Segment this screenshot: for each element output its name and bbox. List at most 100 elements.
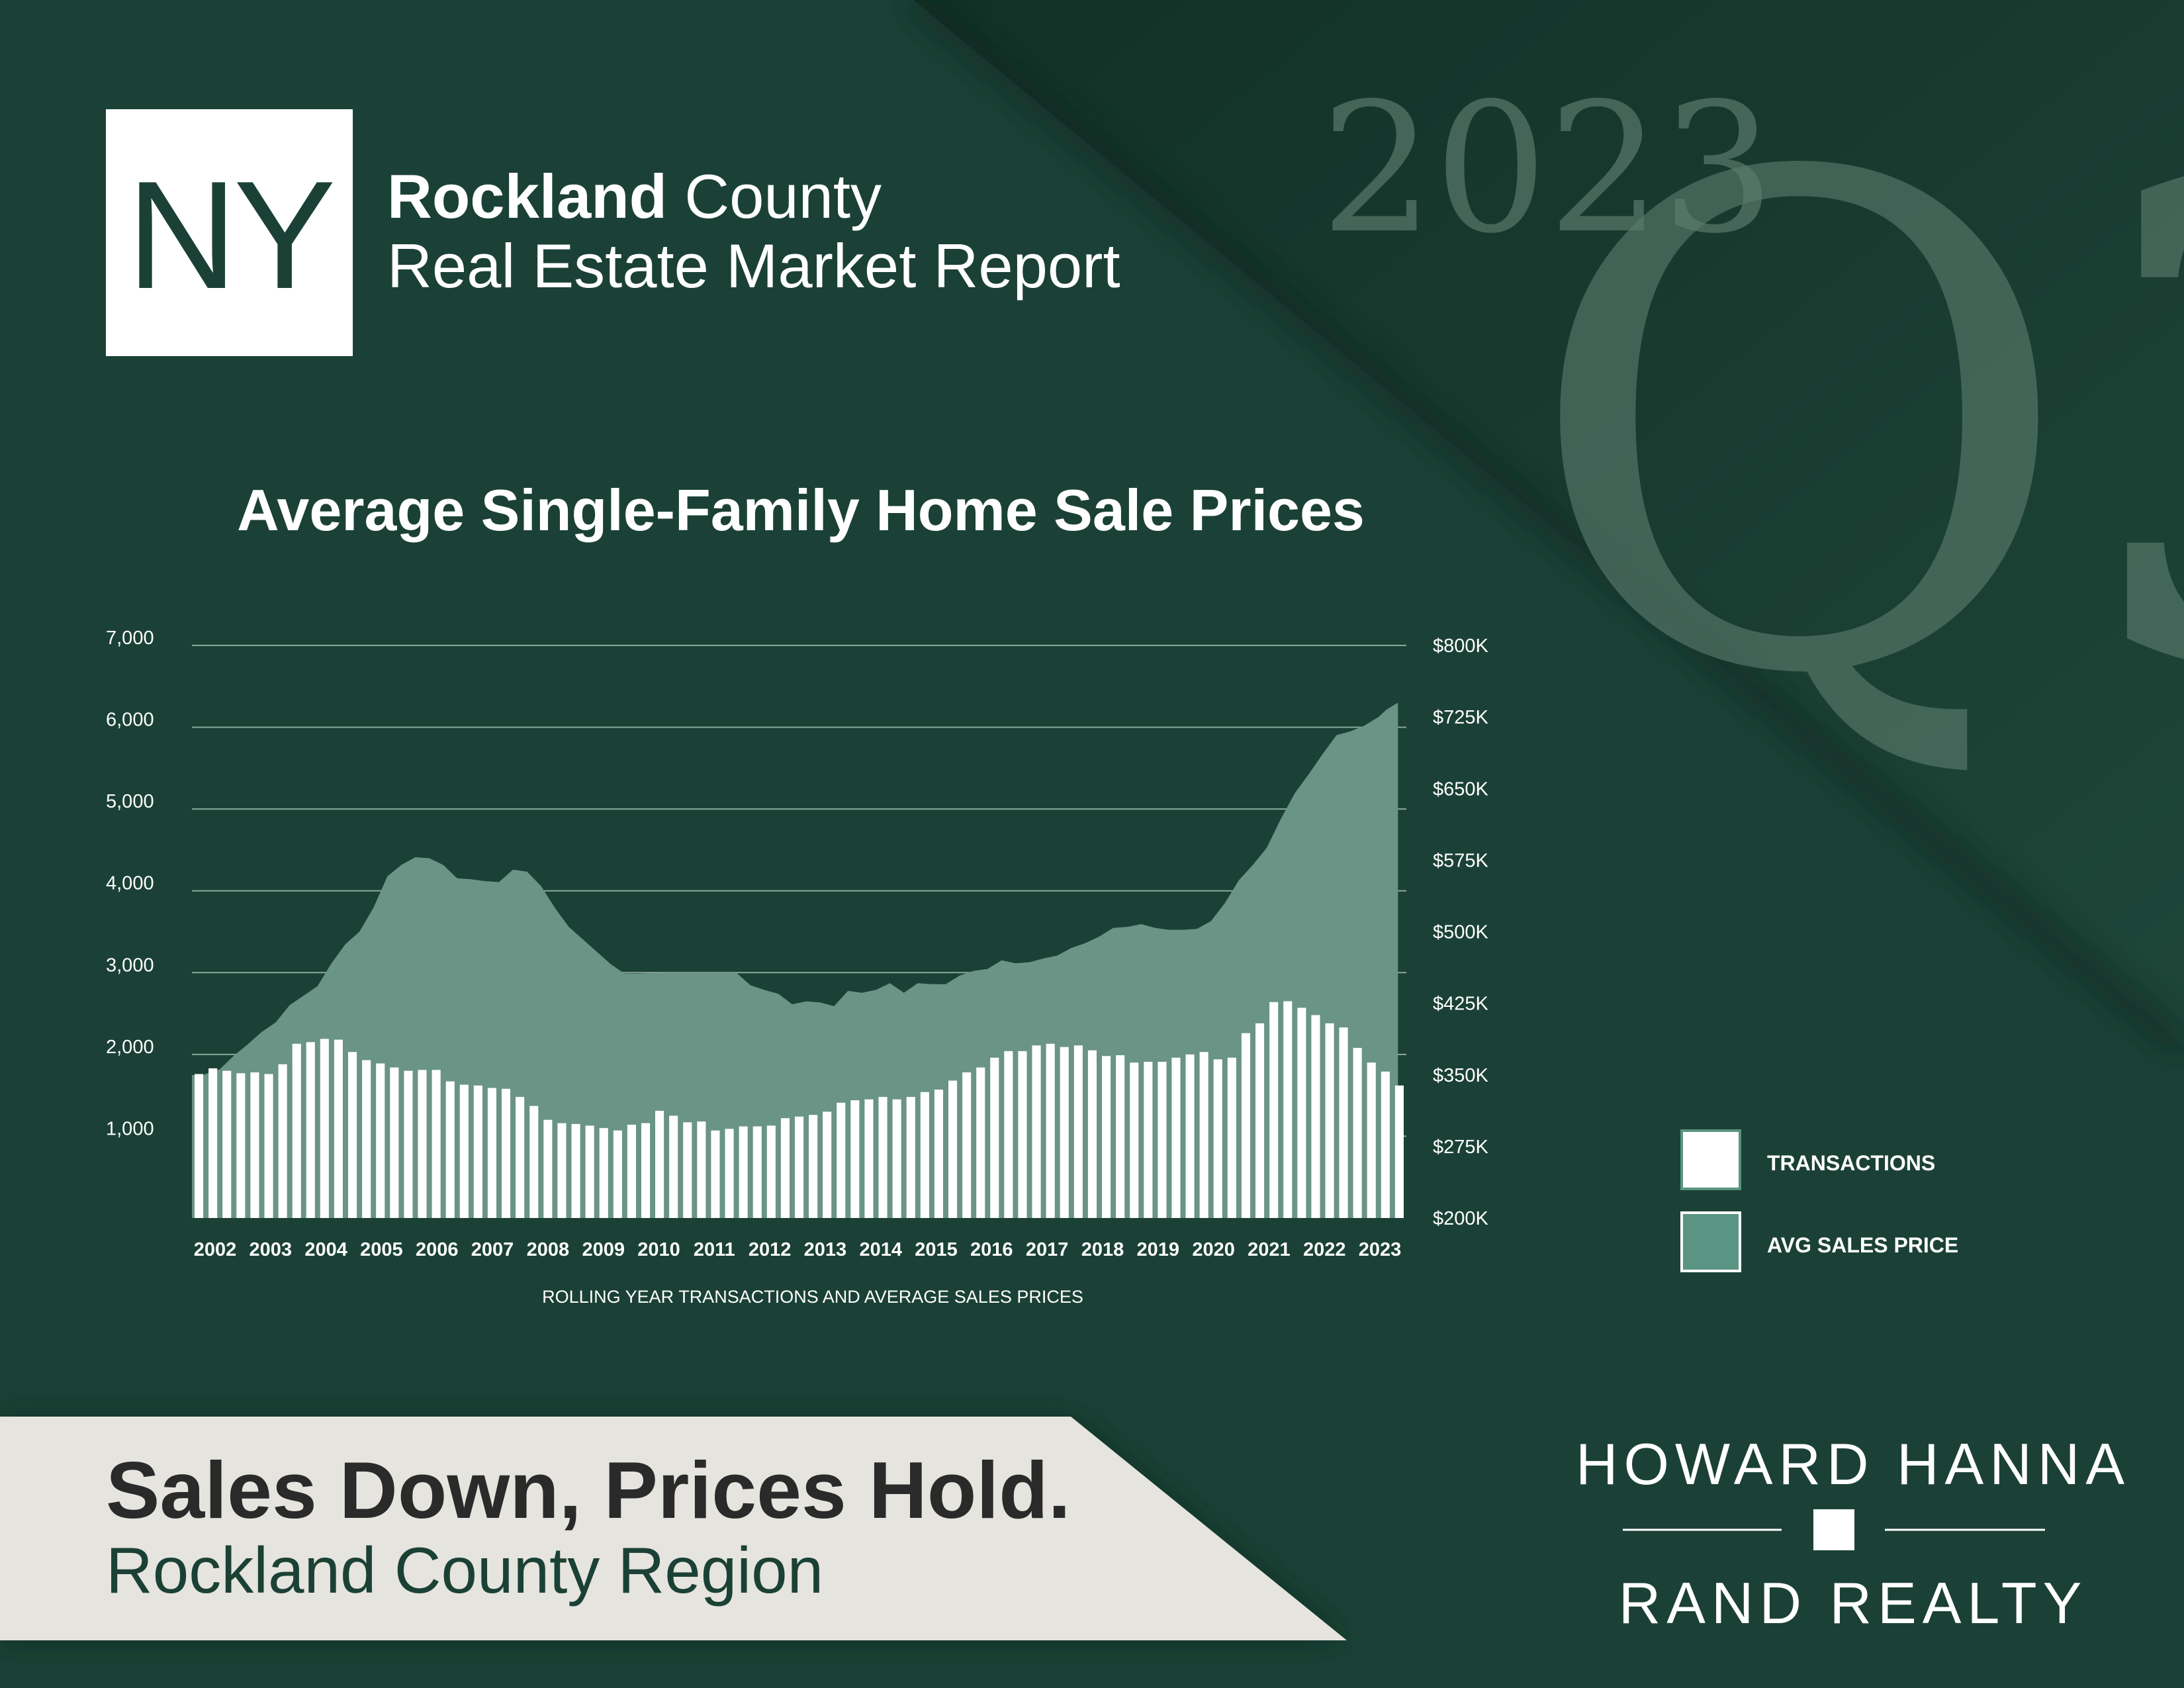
left-tick-label: 7,000 bbox=[106, 628, 154, 649]
transaction-bar bbox=[292, 1043, 301, 1218]
right-tick-label: $725K bbox=[1433, 707, 1489, 728]
subheadline: Rockland County Region bbox=[106, 1534, 824, 1607]
transaction-bar bbox=[1158, 1062, 1167, 1218]
year-label: 2014 bbox=[859, 1239, 902, 1260]
chart-title: Average Single-Family Home Sale Prices bbox=[237, 477, 1365, 543]
right-tick-label: $425K bbox=[1433, 994, 1489, 1015]
transaction-bar bbox=[613, 1130, 622, 1218]
transaction-bar bbox=[766, 1125, 776, 1218]
transaction-bar bbox=[404, 1070, 413, 1218]
transaction-bar bbox=[795, 1116, 804, 1218]
transaction-bar bbox=[334, 1039, 343, 1218]
transaction-bar bbox=[222, 1070, 232, 1218]
transaction-bar bbox=[683, 1122, 692, 1218]
year-label: 2007 bbox=[471, 1239, 514, 1260]
left-tick-label: 5,000 bbox=[106, 791, 154, 812]
right-tick-label: $800K bbox=[1433, 635, 1489, 657]
year-label: 2008 bbox=[527, 1239, 570, 1260]
transaction-bar bbox=[1339, 1027, 1348, 1218]
state-abbreviation: NY bbox=[126, 149, 336, 321]
transaction-bar bbox=[1130, 1062, 1139, 1218]
transaction-bar bbox=[641, 1123, 651, 1218]
transaction-bar bbox=[1241, 1033, 1250, 1218]
transaction-bar bbox=[250, 1072, 259, 1218]
legend-transactions-label: TRANSACTIONS bbox=[1767, 1151, 1935, 1175]
county-suffix: County bbox=[667, 162, 882, 231]
transaction-bar bbox=[459, 1084, 469, 1218]
year-label: 2009 bbox=[582, 1239, 625, 1260]
year-label: 2002 bbox=[194, 1239, 237, 1260]
year-label: 2012 bbox=[749, 1239, 792, 1260]
transaction-bar bbox=[1046, 1043, 1055, 1218]
transaction-bar bbox=[208, 1068, 218, 1218]
left-axis-ticks: 7,000 6,000 5,000 4,000 3,000 2,000 1,000 bbox=[106, 628, 154, 1139]
year-label: 2016 bbox=[970, 1239, 1013, 1260]
transaction-bar bbox=[920, 1092, 929, 1218]
transaction-bar bbox=[1353, 1048, 1362, 1218]
brand-square-icon bbox=[1813, 1509, 1854, 1550]
transaction-bar bbox=[543, 1119, 553, 1218]
year-label: 2013 bbox=[804, 1239, 847, 1260]
transaction-bar bbox=[864, 1099, 874, 1218]
transaction-bar bbox=[655, 1111, 664, 1218]
county-name: Rockland bbox=[387, 162, 668, 231]
transaction-bar bbox=[1144, 1062, 1153, 1218]
transaction-bar bbox=[990, 1057, 999, 1218]
transaction-bar bbox=[1381, 1071, 1390, 1218]
transaction-bar bbox=[780, 1118, 790, 1218]
year-label: 2006 bbox=[416, 1239, 459, 1260]
transaction-bar bbox=[264, 1074, 273, 1218]
left-tick-label: 4,000 bbox=[106, 873, 154, 894]
left-tick-label: 2,000 bbox=[106, 1037, 154, 1058]
transaction-bar bbox=[1004, 1051, 1013, 1218]
legend-price-label: AVG SALES PRICE bbox=[1767, 1233, 1958, 1257]
year-label: 2023 bbox=[1359, 1239, 1402, 1260]
transaction-bar bbox=[473, 1085, 482, 1218]
legend-transactions-swatch bbox=[1680, 1129, 1741, 1190]
brand-name-bottom: RAND REALTY bbox=[1618, 1570, 2088, 1636]
transaction-bar bbox=[585, 1125, 594, 1218]
transaction-bar bbox=[752, 1126, 762, 1218]
transaction-bar bbox=[1018, 1051, 1027, 1218]
transaction-bar bbox=[892, 1099, 901, 1218]
year-axis-labels: 2002 2003 2004 2005 2006 2007 2008 2009 2010 2011… bbox=[194, 1239, 1402, 1260]
transaction-bar bbox=[837, 1102, 846, 1218]
transaction-bar bbox=[1227, 1057, 1236, 1218]
county-title: Rockland County bbox=[387, 165, 882, 228]
transaction-bar bbox=[516, 1097, 525, 1218]
transaction-bar bbox=[487, 1088, 496, 1218]
year-label: 2021 bbox=[1248, 1239, 1291, 1260]
transaction-bar bbox=[236, 1073, 246, 1218]
transaction-bar bbox=[432, 1070, 441, 1218]
transaction-bar bbox=[195, 1074, 204, 1218]
transaction-bar bbox=[1367, 1062, 1376, 1218]
legend-price-swatch bbox=[1680, 1211, 1741, 1272]
left-tick-label: 3,000 bbox=[106, 955, 154, 976]
year-label: 2022 bbox=[1303, 1239, 1346, 1260]
left-tick-label: 1,000 bbox=[106, 1118, 154, 1139]
transaction-bar bbox=[599, 1128, 608, 1218]
transaction-bar bbox=[1325, 1023, 1334, 1218]
transaction-bar bbox=[362, 1060, 371, 1218]
transaction-bar bbox=[1171, 1057, 1181, 1218]
transaction-bar bbox=[1032, 1045, 1041, 1218]
year-label: 2003 bbox=[250, 1239, 293, 1260]
transaction-bar bbox=[809, 1115, 818, 1218]
transaction-bar bbox=[1199, 1052, 1208, 1218]
brand-name-top: HOWARD HANNA bbox=[1575, 1431, 2131, 1497]
watermark-quarter: Q3 bbox=[1522, 35, 2184, 821]
year-label: 2004 bbox=[304, 1239, 347, 1260]
year-label: 2015 bbox=[915, 1239, 958, 1260]
right-axis-ticks: $800K $725K $650K $575K $500K $425K $350K $275K… bbox=[1433, 635, 1489, 1229]
transaction-bar bbox=[850, 1100, 860, 1218]
transaction-bar bbox=[725, 1129, 734, 1218]
transaction-bar bbox=[976, 1067, 985, 1218]
year-label: 2020 bbox=[1192, 1239, 1235, 1260]
transaction-bar bbox=[1255, 1023, 1265, 1218]
right-tick-label: $575K bbox=[1433, 850, 1489, 871]
headline-banner bbox=[0, 1417, 1347, 1640]
report-title: Real Estate Market Report bbox=[387, 231, 1120, 301]
transaction-bar bbox=[1283, 1001, 1293, 1218]
transaction-bar bbox=[1060, 1047, 1069, 1218]
